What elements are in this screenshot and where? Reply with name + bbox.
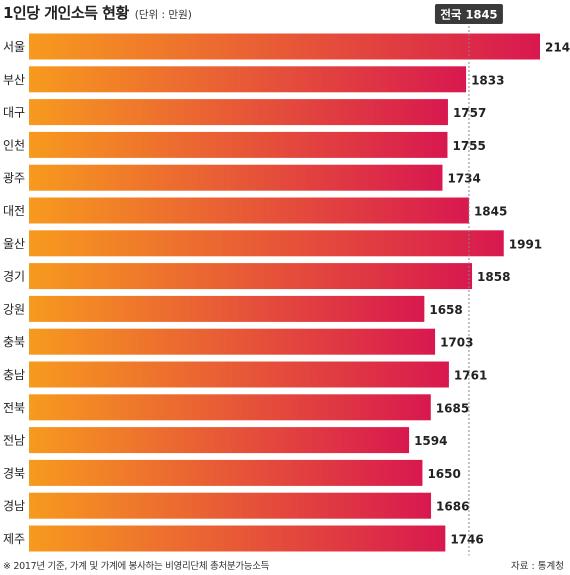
value-label: 1845 (474, 205, 507, 219)
bar (29, 164, 443, 191)
category-label: 광주 (3, 171, 25, 185)
category-label: 강원 (3, 302, 25, 316)
category-label: 부산 (3, 73, 25, 87)
value-label: 1757 (453, 106, 486, 120)
value-label: 1650 (427, 467, 460, 481)
bar-row: 광주 1734 (3, 164, 481, 191)
footnote: ※ 2017년 기준, 가계 및 가계에 봉사하는 비영리단체 총처분가능소득 (3, 561, 270, 572)
category-label: 충북 (3, 335, 25, 349)
chart-header: 1인당 개인소득 현황 (단위 : 만원) (3, 2, 192, 23)
category-label: 경남 (3, 499, 25, 513)
value-label: 1761 (454, 369, 487, 383)
value-label: 1658 (429, 303, 462, 317)
bar-row: 전남 1594 (3, 427, 447, 454)
bar-row: 충북 1703 (3, 328, 473, 355)
value-label: 1755 (452, 139, 485, 153)
category-label: 울산 (3, 237, 25, 251)
bar-row: 서울 2143 (3, 33, 570, 60)
value-label: 1746 (450, 533, 483, 547)
value-label: 1833 (471, 73, 504, 87)
bar (29, 230, 504, 257)
bar-row: 전북 1685 (3, 394, 469, 421)
bar (29, 492, 432, 519)
value-label: 1703 (440, 336, 473, 350)
source-label: 자료 : 통계청 (511, 561, 564, 572)
bar-row: 경북 1650 (3, 459, 461, 486)
category-label: 대구 (3, 106, 25, 120)
category-label: 전남 (3, 434, 25, 448)
bar (29, 525, 446, 552)
bar (29, 295, 425, 322)
reference-badge (434, 4, 503, 24)
bar-row: 경남 1686 (3, 492, 469, 519)
bar-row: 인천 1755 (3, 131, 486, 158)
bar-row: 강원 1658 (3, 295, 463, 322)
bar-row: 제주 1746 (3, 525, 484, 552)
bar-row: 경기 1858 (3, 263, 510, 290)
chart-title: 1인당 개인소득 현황 (3, 4, 129, 22)
category-label: 제주 (3, 532, 25, 546)
category-label: 대전 (3, 204, 25, 218)
bar (29, 427, 410, 454)
bar-row: 울산 1991 (3, 230, 542, 257)
bar (29, 66, 467, 93)
bar (29, 33, 540, 60)
value-label: 2143 (545, 41, 570, 55)
bar-row: 부산 1833 (3, 66, 504, 93)
bar (29, 263, 473, 290)
category-label: 전북 (3, 401, 25, 415)
value-label: 1594 (414, 434, 447, 448)
category-label: 서울 (3, 40, 25, 54)
bar (29, 328, 436, 355)
bar (29, 99, 448, 126)
value-label: 1734 (447, 172, 480, 186)
category-label: 경북 (3, 466, 25, 480)
bar-row: 대전 1845 (3, 197, 507, 224)
bar-row: 대구 1757 (3, 99, 486, 126)
value-label: 1686 (436, 500, 469, 514)
bar (29, 131, 448, 158)
bar (29, 394, 431, 421)
bar (29, 459, 423, 486)
bar (29, 197, 469, 224)
value-label: 1991 (509, 237, 542, 251)
category-label: 충남 (3, 368, 25, 382)
category-label: 인천 (3, 137, 25, 152)
reference-label: 전국 1845 (440, 8, 497, 22)
unit-label: (단위 : 만원) (134, 9, 192, 21)
bar (29, 361, 449, 388)
bar-row: 충남 1761 (3, 361, 487, 388)
category-label: 경기 (3, 270, 25, 284)
value-label: 1685 (436, 401, 469, 415)
value-label: 1858 (477, 270, 510, 284)
